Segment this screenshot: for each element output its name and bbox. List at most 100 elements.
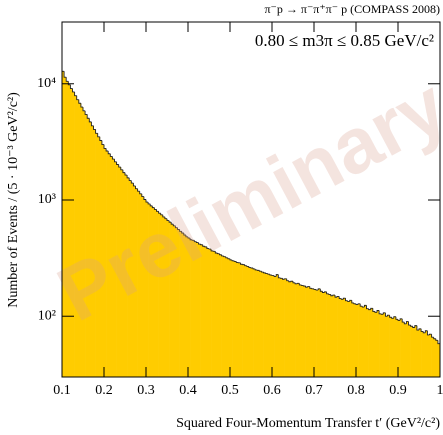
bar-outline [332,294,335,296]
bar [330,295,334,377]
bar [347,301,350,377]
bar-outline [93,125,96,130]
bar [328,294,332,377]
bar-outline [359,303,363,307]
bar [76,99,80,378]
bar-outline [193,240,197,243]
bar-outline [177,227,180,230]
bar-outline [204,246,207,248]
bar-outline [263,272,266,274]
bar-outline [231,259,235,262]
bar [204,246,208,377]
bar [104,148,107,377]
bar [391,318,395,377]
bar-outline [261,271,264,273]
bar-outline [290,280,293,282]
bar-outline [317,288,321,291]
bar [114,161,117,377]
bar-outline [395,316,398,320]
bar [66,81,69,377]
bar [427,334,430,377]
x-tick-label: 0.9 [389,383,407,398]
bar [290,281,294,377]
bar-outline [65,77,69,82]
bar [133,185,136,377]
bar-outline [376,310,380,313]
bar [127,177,130,377]
bar [72,91,75,377]
bar-outline [137,188,140,192]
bar-outline [200,244,203,246]
y-tick-label: 10² [38,308,56,323]
bar-outline [435,338,438,341]
bar-outline [160,213,163,216]
bar-outline [202,244,205,247]
bar-outline [120,167,123,171]
bar-outline [126,175,130,179]
bar-outline [97,133,100,138]
bar [135,188,138,377]
bar [211,250,214,377]
bar [387,315,390,377]
bar [274,276,277,377]
bar [83,110,86,377]
y-tick-label: 10³ [38,192,56,207]
bar [87,118,90,378]
bar-outline [189,238,193,241]
bar-outline [408,321,411,326]
bar-outline [370,307,373,310]
bar [194,241,197,377]
bar [356,304,359,377]
bar-outline [229,258,233,261]
bar [236,262,239,377]
bar-outline [307,286,310,288]
annotation: 0.80 ≤ m3π ≤ 0.85 GeV/c² [255,31,434,50]
bar [248,267,252,377]
bar [322,292,325,377]
bar-outline [368,308,371,311]
bar [209,249,212,377]
bar-outline [269,274,272,276]
bar [64,77,67,377]
bar [337,296,340,377]
bar-outline [246,265,249,267]
bar [169,222,172,377]
bar-outline [338,296,342,299]
bar [173,225,176,377]
bar-outline [326,291,329,295]
bar-outline [69,84,73,89]
bar-outline [156,209,159,212]
bar-outline [80,103,83,108]
bar [110,156,113,377]
bar [314,289,317,377]
bar-outline [401,318,405,323]
bar [213,251,216,377]
bar-outline [363,304,367,308]
bar [240,264,243,377]
bar [160,214,164,377]
bar [366,308,369,377]
bar [183,234,187,377]
bar-outline [240,262,243,265]
bar [257,270,260,377]
x-axis-label: Squared Four-Momentum Transfer t′ (GeV²/… [176,416,440,431]
bar [414,325,418,377]
x-tick-label: 0.8 [347,383,365,398]
bar-outline [405,321,409,324]
bar [421,331,424,377]
bar-outline [296,282,300,284]
bar-outline [349,299,352,302]
bar [89,121,92,378]
bar-outline [132,183,136,187]
bar [360,306,363,377]
y-axis-label: Number of Events / (5 · 10⁻³ GeV²/c²) [6,92,21,308]
bar-outline [300,284,304,286]
bar-outline [206,246,209,250]
bar [276,274,279,377]
bar-outline [412,326,415,328]
x-tick-label: 0.5 [221,383,239,398]
bar-outline [183,233,186,236]
bar [345,300,348,377]
bar [377,310,380,377]
bar-outline [342,297,346,300]
